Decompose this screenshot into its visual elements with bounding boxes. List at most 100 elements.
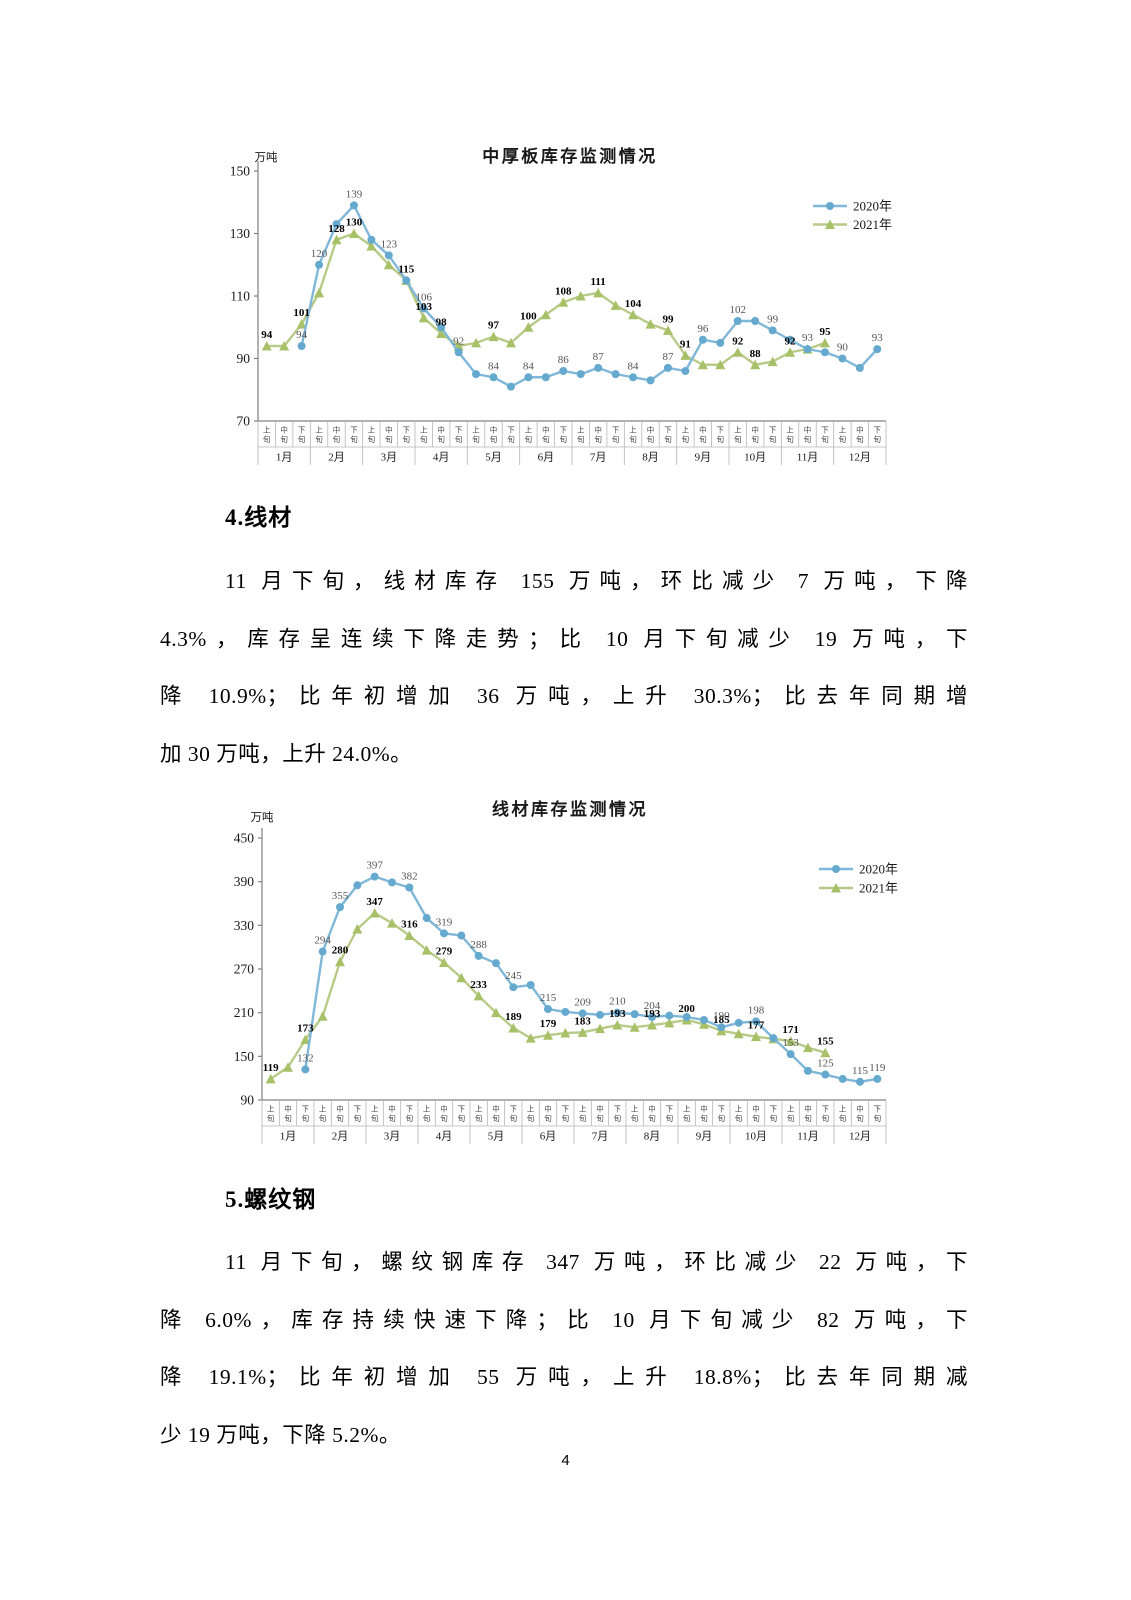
x-axis-period-label: 旬 <box>560 434 568 444</box>
x-axis-period-label: 下 <box>406 1105 414 1114</box>
x-axis-period-label: 上 <box>263 426 271 435</box>
x-axis-period-label: 旬 <box>700 1113 708 1123</box>
x-axis-month-label: 5月 <box>485 452 502 464</box>
y-axis-tick-label: 130 <box>230 226 250 241</box>
x-axis-month-label: 3月 <box>381 452 398 464</box>
x-axis-period-label: 旬 <box>388 1113 396 1123</box>
data-point-label: 130 <box>346 217 363 229</box>
data-point-label: 280 <box>332 945 349 957</box>
series-2021年 <box>265 907 831 1084</box>
y-axis-tick-label: 150 <box>230 164 250 179</box>
x-axis-period-label: 下 <box>455 426 463 435</box>
x-axis-period-label: 下 <box>350 426 358 435</box>
x-axis-period-label: 旬 <box>267 1113 275 1123</box>
x-axis-period-label: 上 <box>368 426 376 435</box>
x-axis-period-label: 旬 <box>490 434 498 444</box>
x-axis-period-label: 旬 <box>542 434 550 444</box>
data-point-label: 108 <box>555 285 572 297</box>
y-axis-tick-label: 150 <box>234 1049 255 1064</box>
data-point-label: 92 <box>453 335 464 347</box>
data-point-label: 189 <box>505 1011 522 1023</box>
x-axis-period-label: 旬 <box>492 1113 500 1123</box>
x-axis-period-label: 旬 <box>354 1113 362 1123</box>
data-point-label: 209 <box>574 996 591 1008</box>
x-axis-period-label: 中 <box>284 1104 292 1114</box>
x-axis-period-label: 下 <box>718 1105 726 1114</box>
x-axis-period-label: 旬 <box>333 434 341 444</box>
data-point-label: 97 <box>488 320 500 332</box>
x-axis-period-label: 旬 <box>406 1113 414 1123</box>
x-axis-period-label: 旬 <box>752 1113 760 1123</box>
data-point-label: 153 <box>782 1037 799 1049</box>
x-axis-month-label: 7月 <box>592 1131 609 1143</box>
data-point-label: 185 <box>713 1014 730 1026</box>
data-point-label: 198 <box>748 1004 765 1016</box>
x-axis-period-label: 中 <box>280 425 288 435</box>
data-point-label: 95 <box>819 326 831 338</box>
x-axis-month-label: 9月 <box>696 1131 713 1143</box>
x-axis-month-label: 2月 <box>328 452 345 464</box>
x-axis-month-label: 8月 <box>644 1131 661 1143</box>
x-axis-period-label: 上 <box>786 426 794 435</box>
x-axis-period-label: 旬 <box>527 1113 535 1123</box>
x-axis-period-label: 上 <box>631 1105 639 1114</box>
x-axis-period-label: 下 <box>666 1105 674 1114</box>
paragraph-line: 加 30 万吨，上升 24.0%。 <box>160 741 413 766</box>
x-axis-month-label: 9月 <box>695 452 712 464</box>
x-axis-period-label: 旬 <box>440 1113 448 1123</box>
x-axis-period-label: 中 <box>804 425 812 435</box>
x-axis-month-label: 7月 <box>590 452 607 464</box>
x-axis-period-label: 下 <box>770 1105 778 1114</box>
data-point-label: 193 <box>644 1008 661 1020</box>
x-axis-month-label: 3月 <box>384 1131 401 1143</box>
x-axis-period-label: 旬 <box>664 434 672 444</box>
x-axis-period-label: 旬 <box>839 434 847 444</box>
section-heading-wire-rod: 4.线材 <box>225 505 293 530</box>
x-axis-period-label: 旬 <box>822 1113 830 1123</box>
x-axis-period-label: 中 <box>542 425 550 435</box>
x-axis-period-label: 上 <box>371 1105 379 1114</box>
x-axis-period-label: 旬 <box>614 1113 622 1123</box>
x-axis-period-label: 旬 <box>666 1113 674 1123</box>
x-axis-period-label: 下 <box>821 426 829 435</box>
x-axis-period-label: 旬 <box>298 434 306 444</box>
data-point-label: 94 <box>261 329 273 341</box>
data-point-label: 173 <box>297 1023 314 1035</box>
x-axis-period-label: 旬 <box>577 434 585 444</box>
data-point-label: 92 <box>732 335 744 347</box>
data-point-label: 319 <box>436 916 453 928</box>
x-axis-period-label: 下 <box>822 1105 830 1114</box>
x-axis-period-label: 旬 <box>839 1113 847 1123</box>
x-axis-period-label: 上 <box>577 426 585 435</box>
x-axis-period-label: 旬 <box>368 434 376 444</box>
x-axis-period-label: 旬 <box>284 1113 292 1123</box>
y-axis-unit-label: 万吨 <box>251 811 274 824</box>
x-axis-period-label: 下 <box>507 426 515 435</box>
x-axis-period-label: 旬 <box>455 434 463 444</box>
data-point-label: 177 <box>748 1020 765 1032</box>
x-axis-period-label: 旬 <box>280 434 288 444</box>
x-axis-month-label: 6月 <box>538 452 555 464</box>
data-point-label: 93 <box>802 332 814 344</box>
chart-title: 线材库存监测情况 <box>492 799 648 819</box>
wire-rod-inventory-chart: 线材库存监测情况 万吨 90 150 210 270 330 390 450 上旬中旬下旬上旬中旬… <box>230 795 905 1153</box>
medium-plate-inventory-chart: 中厚板库存监测情况 万吨 70 90 110 130 150 上旬中旬下旬上旬中旬下旬上旬中旬… <box>230 135 905 475</box>
data-point-label: 125 <box>817 1058 834 1070</box>
data-point-label: 115 <box>852 1065 869 1077</box>
x-axis-period-label: 下 <box>664 426 672 435</box>
data-point-label: 84 <box>628 360 640 372</box>
x-axis-period-label: 旬 <box>612 434 620 444</box>
data-point-label: 91 <box>680 338 691 350</box>
data-point-label: 215 <box>540 992 557 1004</box>
x-axis-month-label: 4月 <box>436 1131 453 1143</box>
data-point-label: 155 <box>817 1036 834 1048</box>
x-axis-period-label: 上 <box>839 1105 847 1114</box>
y-axis-tick-label: 70 <box>237 414 251 429</box>
x-axis-month-label: 1月 <box>280 1131 297 1143</box>
data-point-label: 86 <box>558 354 570 366</box>
x-axis-period-label: 旬 <box>475 1113 483 1123</box>
data-point-label: 88 <box>750 348 762 360</box>
x-axis-period-label: 下 <box>874 426 882 435</box>
x-axis-period-label: 旬 <box>423 1113 431 1123</box>
